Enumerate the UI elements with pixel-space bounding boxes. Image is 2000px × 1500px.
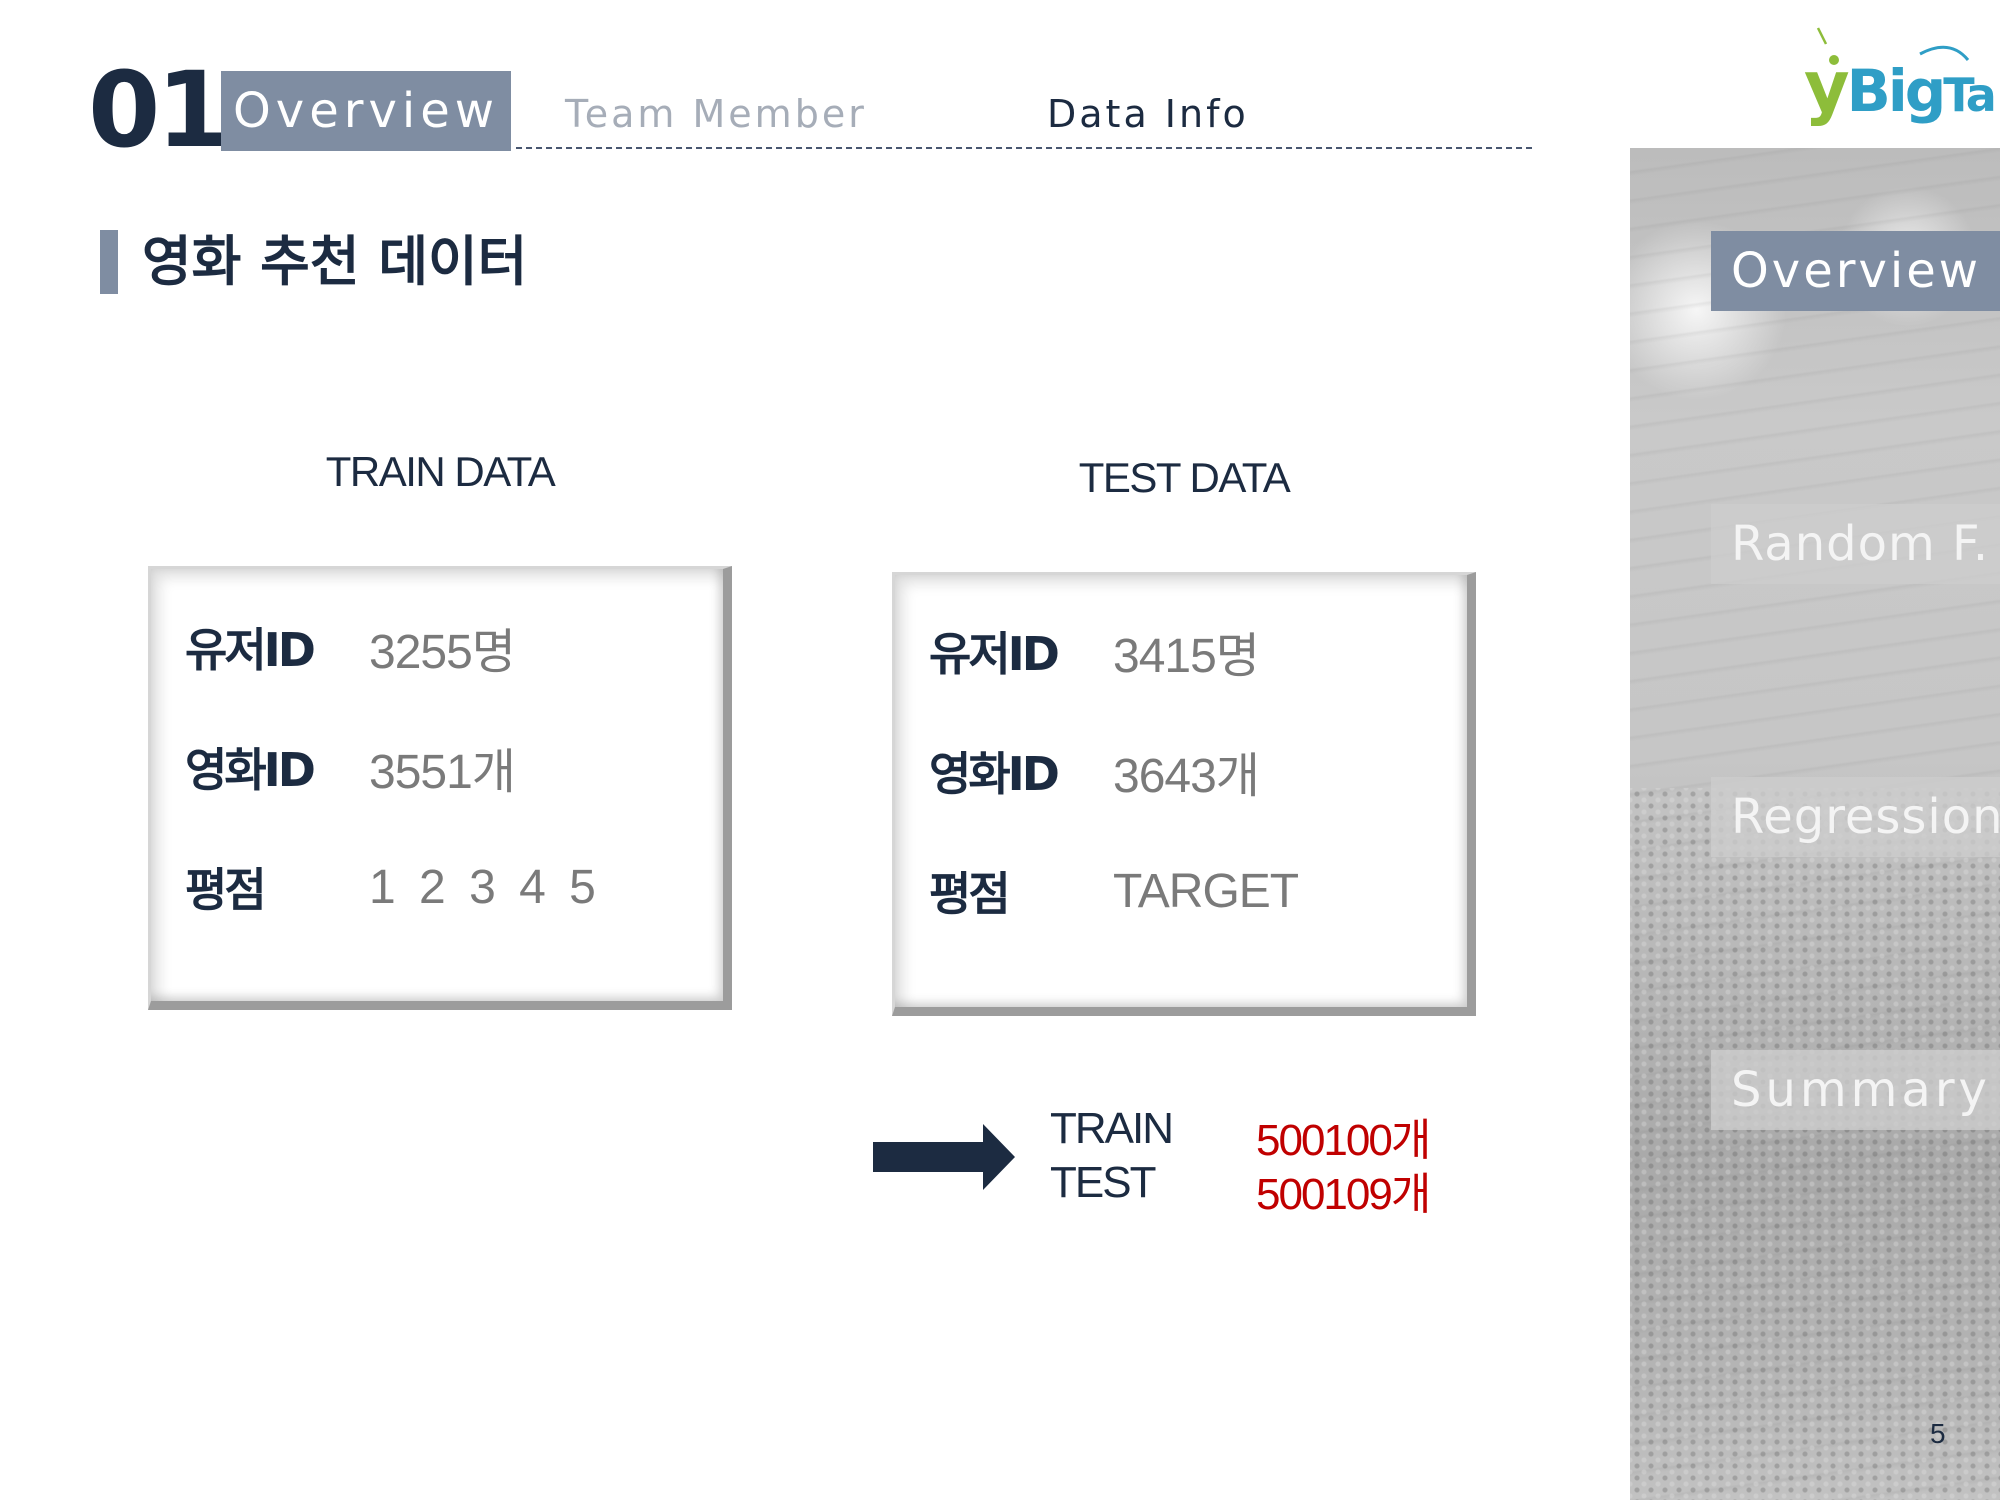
tab-overview[interactable]: Overview bbox=[221, 71, 511, 151]
total-test-value: 500109개 bbox=[1256, 1170, 1431, 1219]
total-train-value: 500100개 bbox=[1256, 1116, 1431, 1165]
row-value: 3255명 bbox=[369, 626, 516, 679]
row-label: 유저ID bbox=[929, 627, 1060, 681]
page-number: 5 bbox=[1930, 1418, 1946, 1449]
train-row-user: 유저ID 3255명 bbox=[185, 617, 516, 679]
sidebar-item-random-forest[interactable]: Random F. bbox=[1711, 504, 2000, 584]
train-row-rating: 평점 1 2 3 4 5 bbox=[185, 857, 598, 918]
side-panel-texture bbox=[1630, 788, 2000, 1500]
row-value: 3415명 bbox=[1113, 630, 1260, 683]
logo-wordmark: yBigTa bbox=[1804, 46, 1997, 128]
row-value: 1 2 3 4 5 bbox=[369, 860, 598, 914]
section-number: 01 bbox=[88, 49, 229, 171]
row-value: 3551개 bbox=[369, 746, 516, 799]
total-test-label: TEST bbox=[1050, 1158, 1156, 1207]
sidebar-item-summary[interactable]: Summary bbox=[1711, 1050, 2000, 1130]
sidebar-item-overview[interactable]: Overview bbox=[1711, 231, 2000, 311]
tab-data-info[interactable]: Data Info bbox=[1047, 92, 1249, 136]
test-data-heading: TEST DATA bbox=[1078, 454, 1291, 501]
title-accent-bar bbox=[100, 230, 118, 294]
right-arrow-icon bbox=[873, 1124, 1015, 1190]
train-data-box: 유저ID 3255명 영화ID 3551개 평점 1 2 3 4 5 bbox=[148, 566, 732, 1010]
test-row-user: 유저ID 3415명 bbox=[929, 621, 1260, 683]
sidebar-item-regression[interactable]: Regression bbox=[1711, 777, 2000, 857]
row-label: 영화ID bbox=[185, 743, 316, 797]
row-label: 평점 bbox=[929, 867, 1011, 921]
logo-mark bbox=[1816, 27, 1970, 65]
tab-team-member[interactable]: Team Member bbox=[565, 92, 867, 136]
test-row-movie: 영화ID 3643개 bbox=[929, 741, 1260, 803]
row-value: 3643개 bbox=[1113, 750, 1260, 803]
test-row-rating: 평점 TARGET bbox=[929, 861, 1299, 922]
ybigta-logo: yBigTa bbox=[1800, 24, 1997, 128]
row-label: 유저ID bbox=[185, 623, 316, 677]
row-label: 영화ID bbox=[929, 747, 1060, 801]
row-label: 평점 bbox=[185, 863, 267, 917]
test-data-box: 유저ID 3415명 영화ID 3643개 평점 TARGET bbox=[892, 572, 1476, 1016]
header-divider bbox=[516, 147, 1532, 149]
train-row-movie: 영화ID 3551개 bbox=[185, 737, 516, 799]
total-train-label: TRAIN bbox=[1050, 1104, 1174, 1153]
page-title: 영화 추천 데이터 bbox=[142, 230, 528, 293]
row-value: TARGET bbox=[1113, 864, 1299, 918]
train-data-heading: TRAIN DATA bbox=[325, 448, 556, 495]
